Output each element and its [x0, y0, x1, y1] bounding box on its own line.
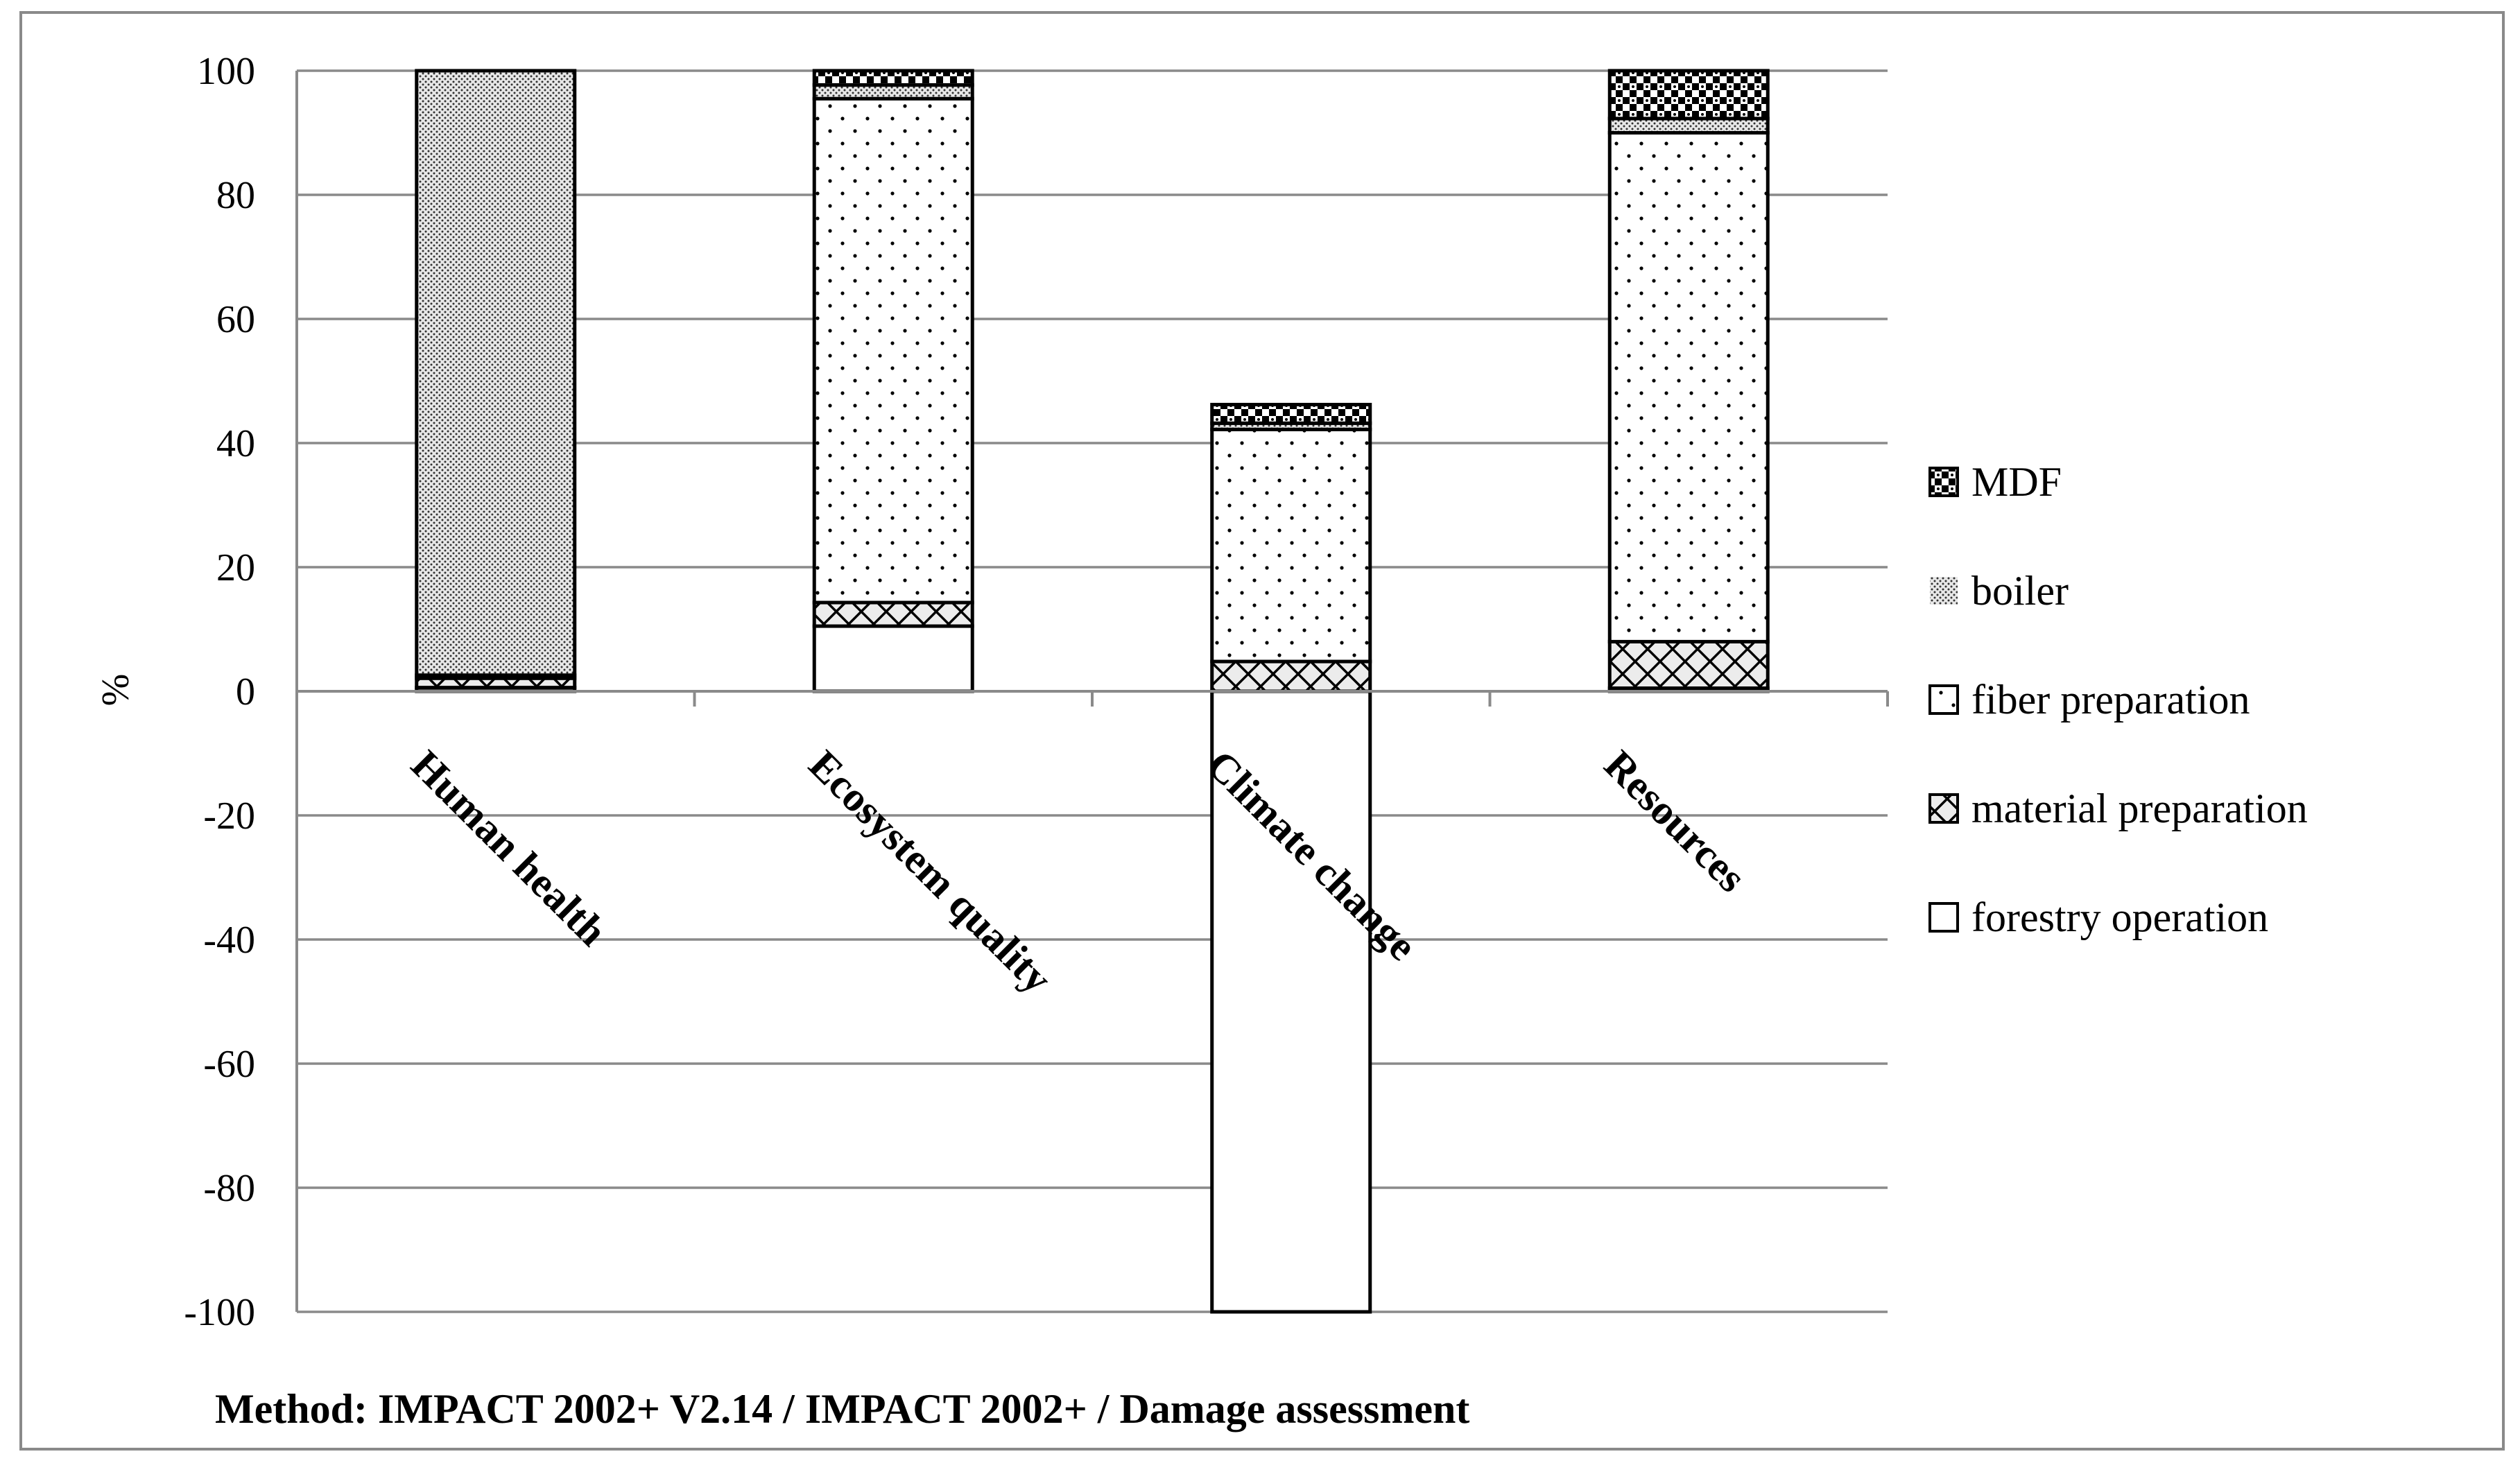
y-tick-label: 80 [216, 174, 255, 217]
legend-swatch-material-preparation [1928, 793, 1959, 824]
bar-material-preparation-resources [1607, 639, 1770, 691]
y-tick-label: 20 [216, 546, 255, 589]
legend: MDF boiler fiber preparation material prepa… [1928, 459, 2308, 940]
bar-fiber-preparation-resources [1607, 131, 1770, 643]
bar-forestry-operation-ecosystem-quality [812, 624, 974, 693]
bar-boiler-resources [1607, 116, 1770, 135]
y-tick-label: 40 [216, 422, 255, 465]
legend-label-forestry-operation: forestry operation [1971, 894, 2268, 940]
legend-swatch-fiber-preparation [1928, 684, 1959, 715]
legend-label-material-preparation: material preparation [1971, 786, 2308, 831]
bar-boiler-human-health [415, 69, 577, 677]
bar-mdf-ecosystem-quality [812, 69, 974, 87]
y-axis-tick-labels: 100 80 60 40 20 0 -20 -40 -60 -80 -100 [184, 50, 255, 1334]
y-tick-label: 60 [216, 298, 255, 341]
bar-fiber-preparation-ecosystem-quality [812, 96, 974, 605]
category-label-human-health: Human health [403, 742, 616, 955]
bar-boiler-ecosystem-quality [812, 83, 974, 101]
y-tick-label: -20 [203, 795, 255, 838]
legend-label-fiber-preparation: fiber preparation [1971, 677, 2250, 722]
bar-fiber-preparation-climate-change [1210, 427, 1372, 664]
y-tick-label: -60 [203, 1043, 255, 1086]
category-labels: Human health Ecosystem quality Climate cha… [403, 742, 1755, 1002]
legend-swatch-forestry-operation [1928, 902, 1959, 933]
legend-swatch-boiler [1930, 577, 1958, 605]
x-axis-ticks [295, 691, 1889, 707]
y-tick-label: -40 [203, 919, 255, 962]
method-footnote: Method: IMPACT 2002+ V2.14 / IMPACT 2002… [215, 1386, 1469, 1432]
bar-mdf-resources [1607, 69, 1770, 121]
y-tick-label: -80 [203, 1167, 255, 1210]
bar-material-preparation-climate-change [1210, 659, 1372, 693]
legend-label-mdf: MDF [1971, 459, 2062, 505]
y-tick-label: 100 [197, 50, 255, 93]
y-tick-label: -100 [184, 1291, 255, 1334]
bar-material-preparation-ecosystem-quality [812, 600, 974, 628]
y-tick-label: 0 [236, 670, 255, 713]
chart-frame [19, 11, 2505, 1451]
bar-mdf-climate-change [1210, 403, 1372, 425]
y-axis-label: % [94, 674, 137, 707]
legend-label-boiler: boiler [1971, 568, 2069, 614]
category-label-resources: Resources [1596, 742, 1755, 901]
bars [415, 69, 1770, 1314]
legend-swatch-mdf [1928, 467, 1959, 497]
category-label-ecosystem-quality: Ecosystem quality [800, 742, 1060, 1002]
